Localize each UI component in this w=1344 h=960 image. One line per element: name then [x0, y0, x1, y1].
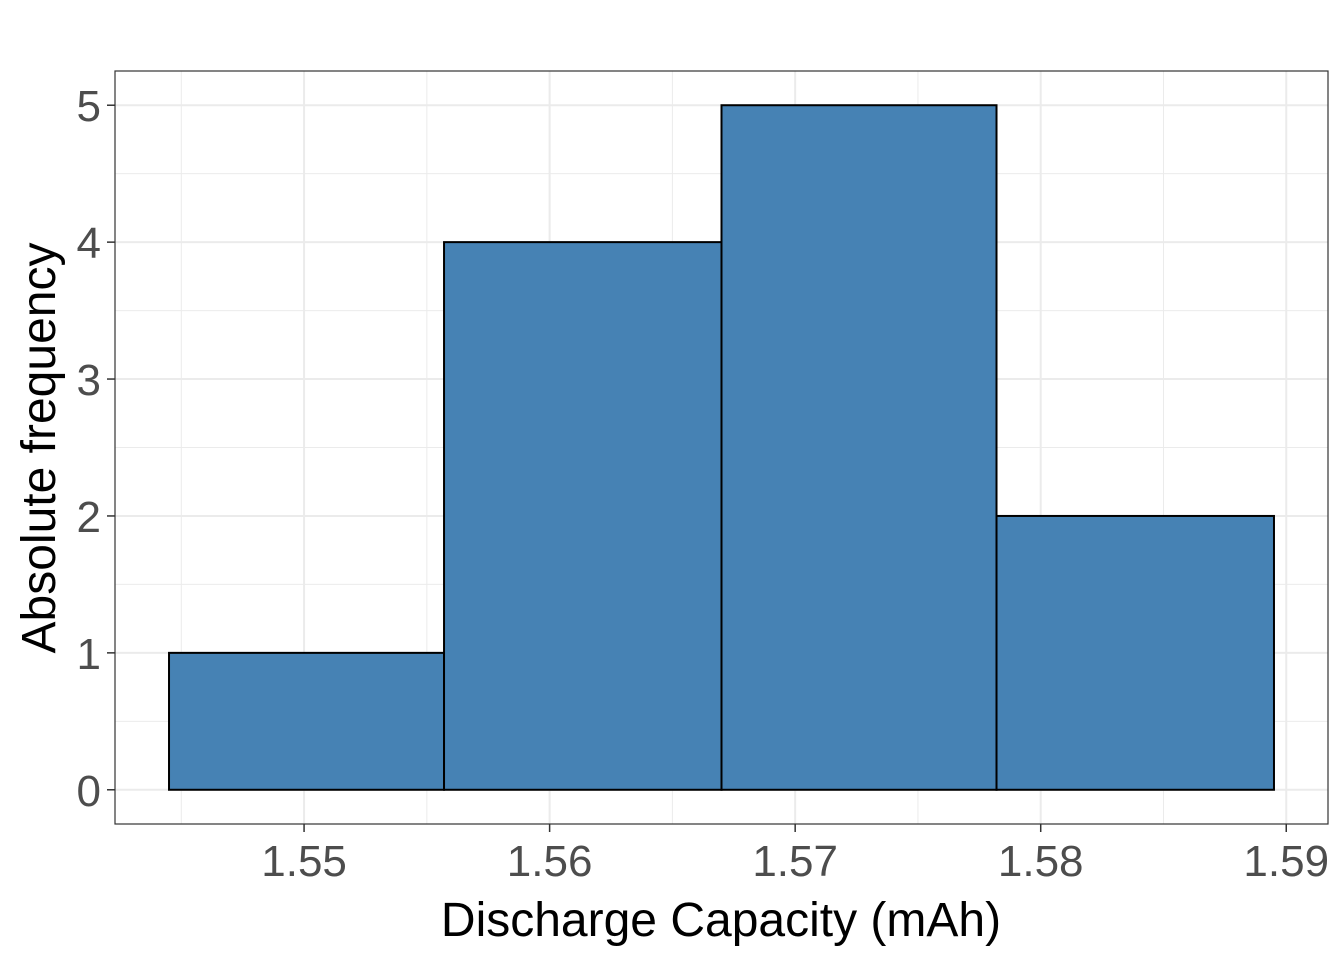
- x-tick-label: 1.55: [261, 837, 347, 886]
- y-tick-label: 4: [77, 219, 101, 268]
- x-axis-title: Discharge Capacity (mAh): [441, 894, 1001, 947]
- histogram-bar-2: [443, 241, 723, 791]
- y-tick-label: 3: [77, 356, 101, 405]
- y-tick-label: 5: [77, 82, 101, 131]
- y-tick-label: 2: [77, 493, 101, 542]
- histogram-bar-1: [168, 651, 446, 791]
- x-tick-label: 1.58: [998, 837, 1084, 886]
- histogram-bar-3: [720, 104, 998, 791]
- x-tick-label: 1.59: [1243, 837, 1329, 886]
- x-tick-label: 1.57: [752, 837, 838, 886]
- y-axis: 0 1 2 3 4 5: [77, 82, 115, 816]
- y-axis-title: Absolute frequency: [13, 243, 66, 654]
- x-axis: 1.55 1.56 1.57 1.58 1.59: [261, 824, 1329, 886]
- panel-border: [114, 70, 1329, 825]
- histogram-bar-4: [995, 514, 1275, 791]
- y-tick-label: 1: [77, 630, 101, 679]
- histogram-bars: [168, 104, 1275, 791]
- x-tick-label: 1.56: [507, 837, 593, 886]
- y-tick-label: 0: [77, 767, 101, 816]
